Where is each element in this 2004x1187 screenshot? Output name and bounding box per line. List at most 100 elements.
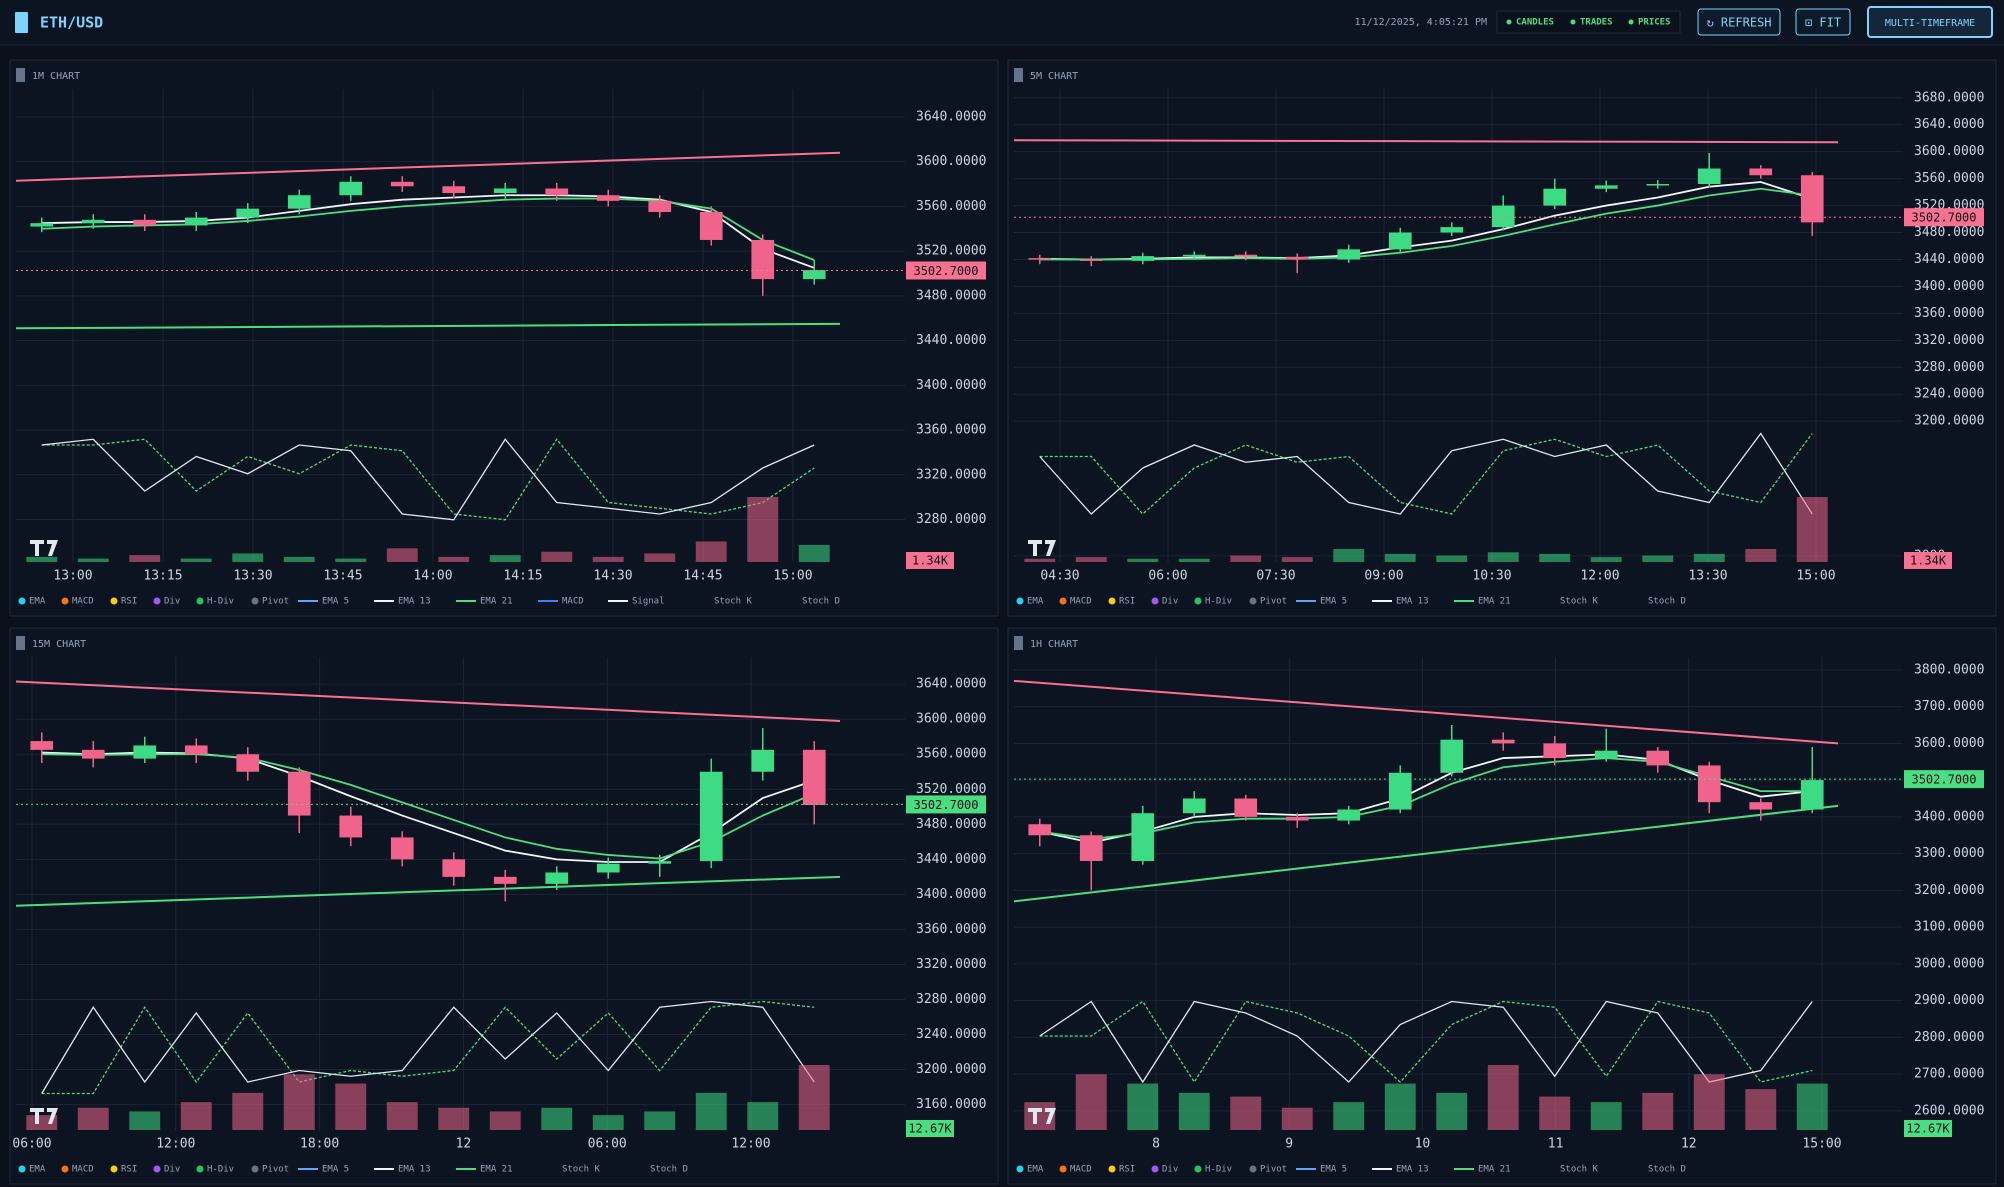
candle-body [1285, 816, 1309, 821]
price-label: 3502.7000 [913, 264, 978, 278]
candle-body [133, 745, 157, 759]
symbol: ETH/USD [40, 14, 103, 32]
candle-body [1646, 750, 1670, 766]
volume-bar [335, 1083, 367, 1130]
legend-marker [110, 597, 118, 605]
legend-label: MACD [72, 597, 94, 607]
x-tick-label: 14:15 [503, 569, 542, 584]
candle-body [1697, 765, 1721, 803]
volume-bar [77, 558, 109, 562]
legend-label: Stoch D [802, 597, 840, 607]
legend-label: EMA [1027, 1165, 1044, 1175]
legend-label: EMA 5 [1320, 597, 1347, 607]
legend-label: Div [1162, 1165, 1178, 1175]
volume-bar [77, 1107, 109, 1130]
candle-body [81, 749, 105, 759]
price-tag [1904, 770, 1984, 789]
legend-label: EMA [29, 1165, 46, 1175]
trendline [15, 151, 841, 182]
volume-bar [180, 558, 212, 562]
legend-label: EMA 21 [480, 1165, 513, 1175]
legend-label: Pivot [262, 597, 289, 607]
volume-bar [644, 1111, 676, 1130]
panel-title: 1H CHART [1030, 639, 1078, 650]
candle-body [1028, 258, 1052, 260]
stoch-k-line [1039, 432, 1813, 515]
volume-bar [232, 1092, 264, 1130]
y-tick-label: 3240.0000 [1914, 387, 1984, 402]
y-tick-label: 3320.0000 [1914, 333, 1984, 348]
legend-marker [196, 1165, 204, 1173]
candle-body [184, 745, 208, 755]
volume-bar [1281, 1107, 1313, 1130]
button-frame [1795, 8, 1851, 36]
volume-bar [26, 1115, 58, 1130]
stoch-d-line [1039, 433, 1813, 515]
multi-timeframe-button[interactable]: MULTI-TIMEFRAME [1867, 6, 1993, 38]
candle-body [648, 200, 672, 213]
volume-tag [1904, 1120, 1952, 1137]
volume-bar [438, 556, 470, 562]
volume-bar [747, 497, 779, 562]
legend-label: Div [1162, 597, 1178, 607]
legend-label: MACD [1070, 1165, 1092, 1175]
y-tick-label: 3400.0000 [916, 887, 986, 902]
y-tick-label: 3600.0000 [916, 154, 986, 169]
candle-body [1337, 809, 1361, 821]
stoch-k-line [1039, 1000, 1813, 1084]
x-tick-label: 18:00 [300, 1137, 339, 1152]
panel-icon [1014, 636, 1023, 650]
volume-bar [335, 558, 367, 562]
volume-bar [1642, 1092, 1674, 1130]
legend-label: Stoch D [1648, 597, 1686, 607]
refresh-button[interactable]: ↻ REFRESH [1697, 8, 1781, 36]
candle-body [1543, 188, 1567, 206]
volume-bar [541, 551, 573, 562]
ema-line [41, 194, 815, 269]
candle-body [1491, 739, 1515, 744]
x-tick-label: 13:15 [143, 569, 182, 584]
y-tick-label: 3400.0000 [1914, 279, 1984, 294]
legend-marker [1194, 597, 1202, 605]
legend-label: MACD [562, 597, 584, 607]
legend-marker [1151, 1165, 1159, 1173]
timestamp: 11/12/2025, 4:05:21 PM [1355, 17, 1487, 28]
legend-marker [18, 1165, 26, 1173]
legend-label: EMA 13 [1396, 597, 1429, 607]
legend-marker [61, 597, 69, 605]
volume-bar [798, 544, 830, 562]
y-tick-label: 3700.0000 [1914, 699, 1984, 714]
panel-title: 15M CHART [32, 639, 86, 650]
x-tick-label: 12:00 [156, 1137, 195, 1152]
volume-label: 12.67K [1906, 1122, 1950, 1136]
volume-bar [283, 556, 315, 562]
candle-body [81, 219, 105, 224]
candle-body [1079, 835, 1103, 861]
volume-bar [1436, 1092, 1468, 1130]
y-tick-label: 3520.0000 [916, 244, 986, 259]
price-label: 3502.7000 [1911, 773, 1976, 787]
x-tick-label: 12 [456, 1137, 472, 1152]
y-tick-label: 3440.0000 [916, 852, 986, 867]
fit-button[interactable]: ⊡ FIT [1795, 8, 1851, 36]
volume-tag [1904, 552, 1952, 569]
candle-body [493, 188, 517, 193]
y-tick-label: 3560.0000 [916, 199, 986, 214]
y-tick-label: 3320.0000 [916, 957, 986, 972]
x-tick-label: 10:30 [1472, 569, 1511, 584]
candle-body [1234, 254, 1258, 257]
x-tick-label: 06:00 [588, 1137, 627, 1152]
stoch-k-line [41, 1000, 815, 1094]
candle-body [1491, 205, 1515, 228]
y-tick-label: 3360.0000 [1914, 306, 1984, 321]
legend-label: H-Div [207, 597, 234, 607]
watermark [30, 540, 58, 556]
volume-tag [906, 552, 954, 569]
candle-body [1388, 232, 1412, 250]
legend-label: RSI [121, 1165, 137, 1175]
candle-body [442, 186, 466, 193]
volume-bar [1075, 1074, 1107, 1130]
candle-body [1182, 798, 1206, 814]
volume-bar [1436, 555, 1468, 562]
legend-marker [251, 597, 259, 605]
